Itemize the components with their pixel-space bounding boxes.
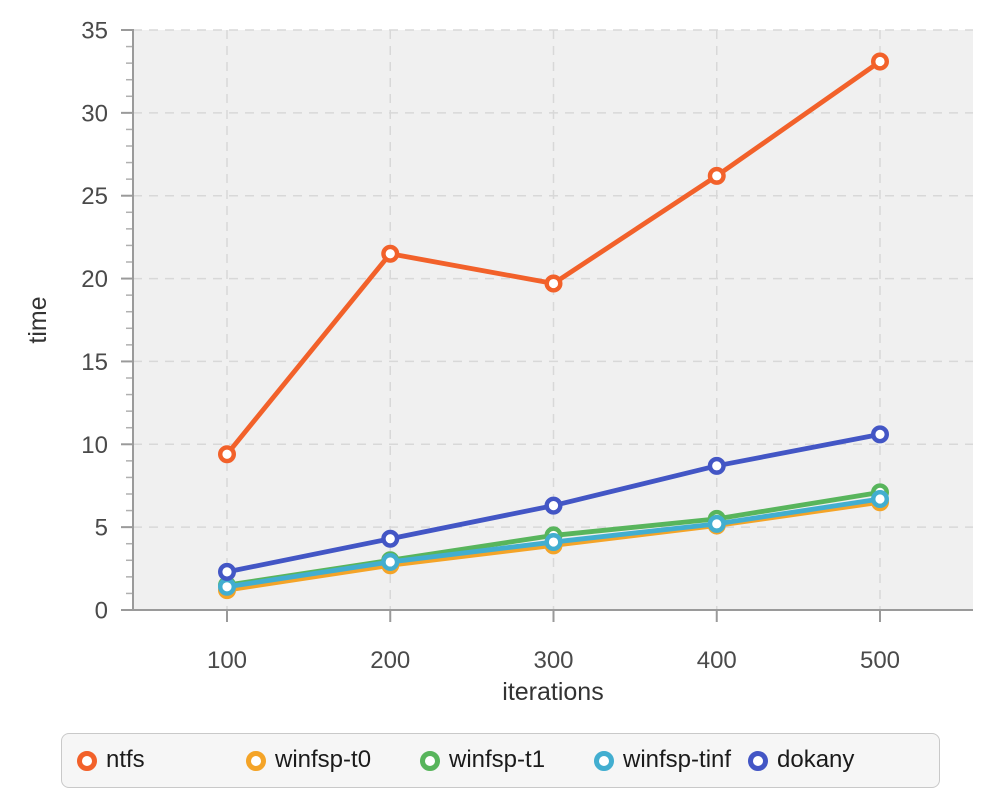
x-tick-label-500: 500 xyxy=(860,647,900,674)
marker-dokany-500[interactable] xyxy=(871,425,890,444)
marker-winfsp-tinf-100[interactable] xyxy=(217,577,236,596)
y-tick-label-5: 5 xyxy=(95,515,108,542)
legend-label-winfsp-tinf: winfsp-tinf xyxy=(623,745,732,773)
legend-ring-icon-ntfs xyxy=(77,750,97,771)
x-tick-label-300: 300 xyxy=(533,647,573,674)
marker-winfsp-tinf-300[interactable] xyxy=(544,533,563,552)
marker-dokany-100[interactable] xyxy=(217,562,236,581)
legend-item-winfsp-t1[interactable]: winfsp-t1 xyxy=(420,734,545,787)
legend-label-winfsp-t0: winfsp-t0 xyxy=(275,745,372,773)
marker-ntfs-200[interactable] xyxy=(381,244,400,263)
legend-ring-icon-dokany xyxy=(748,750,768,771)
marker-dokany-300[interactable] xyxy=(544,496,563,515)
marker-ntfs-300[interactable] xyxy=(544,274,563,293)
legend-item-dokany[interactable]: dokany xyxy=(748,734,854,787)
y-tick-label-35: 35 xyxy=(81,18,108,45)
y-tick-label-15: 15 xyxy=(81,349,108,376)
legend-ring-icon-winfsp-t0 xyxy=(246,750,266,771)
legend: ntfs winfsp-t0 winfsp-t1 winfsp-tinf dokany xyxy=(61,733,940,788)
y-tick-label-25: 25 xyxy=(81,183,108,210)
y-tick-label-30: 30 xyxy=(81,100,108,127)
marker-winfsp-tinf-500[interactable] xyxy=(871,489,890,508)
x-tick-label-400: 400 xyxy=(697,647,737,674)
marker-ntfs-100[interactable] xyxy=(217,445,236,464)
legend-ring-icon-winfsp-tinf xyxy=(594,750,614,771)
x-tick-label-200: 200 xyxy=(370,647,410,674)
marker-dokany-400[interactable] xyxy=(707,456,726,475)
marker-ntfs-400[interactable] xyxy=(707,166,726,185)
legend-ring-icon-winfsp-t1 xyxy=(420,750,440,771)
legend-item-ntfs[interactable]: ntfs xyxy=(77,734,145,787)
x-axis-title: iterations xyxy=(502,678,603,706)
line-chart: 0 5 10 15 20 25 30 35 100 200 300 400 500 iterations t… xyxy=(24,18,973,706)
y-tick-label-20: 20 xyxy=(81,266,108,293)
marker-winfsp-tinf-400[interactable] xyxy=(707,514,726,533)
marker-winfsp-tinf-200[interactable] xyxy=(381,552,400,571)
legend-label-dokany: dokany xyxy=(777,745,855,773)
marker-ntfs-500[interactable] xyxy=(871,52,890,71)
legend-label-winfsp-t1: winfsp-t1 xyxy=(449,745,546,773)
x-tick-label-100: 100 xyxy=(207,647,247,674)
marker-dokany-200[interactable] xyxy=(381,529,400,548)
legend-item-winfsp-t0[interactable]: winfsp-t0 xyxy=(246,734,371,787)
legend-label-ntfs: ntfs xyxy=(106,745,145,773)
y-tick-label-0: 0 xyxy=(95,598,108,625)
y-axis-title: time xyxy=(24,296,52,343)
legend-item-winfsp-tinf[interactable]: winfsp-tinf xyxy=(594,734,731,787)
y-tick-label-10: 10 xyxy=(81,432,108,459)
